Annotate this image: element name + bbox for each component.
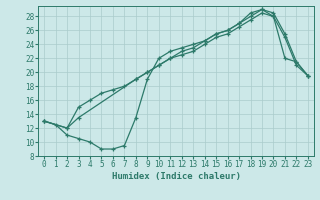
X-axis label: Humidex (Indice chaleur): Humidex (Indice chaleur) bbox=[111, 172, 241, 181]
